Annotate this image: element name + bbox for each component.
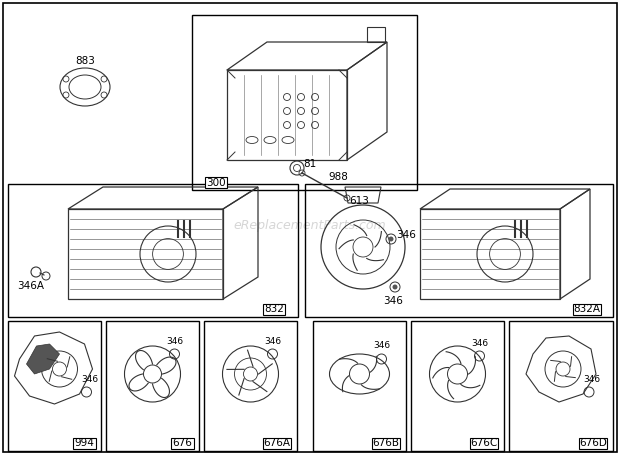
Text: 346: 346 xyxy=(383,296,403,306)
Bar xyxy=(106,321,199,451)
Bar xyxy=(579,438,607,449)
Circle shape xyxy=(392,284,397,289)
Circle shape xyxy=(389,237,394,242)
Bar xyxy=(263,438,291,449)
Bar xyxy=(573,304,601,315)
Text: 994: 994 xyxy=(74,439,94,449)
Polygon shape xyxy=(27,344,60,374)
Bar xyxy=(411,321,504,451)
Text: 346: 346 xyxy=(264,337,281,345)
Text: 346: 346 xyxy=(373,342,390,350)
Text: 346: 346 xyxy=(583,374,601,384)
Bar xyxy=(205,177,228,188)
Text: 676B: 676B xyxy=(373,439,399,449)
Bar xyxy=(372,438,400,449)
Text: eReplacementParts.com: eReplacementParts.com xyxy=(234,218,386,232)
Text: 832A: 832A xyxy=(574,304,601,314)
Text: 81: 81 xyxy=(303,159,317,169)
Text: 676C: 676C xyxy=(471,439,498,449)
Text: 676: 676 xyxy=(172,439,192,449)
Text: 346: 346 xyxy=(166,337,183,345)
Bar xyxy=(73,438,95,449)
Text: 300: 300 xyxy=(206,177,226,187)
Bar xyxy=(509,321,613,451)
Text: 883: 883 xyxy=(75,56,95,66)
Bar xyxy=(171,438,193,449)
Text: 832: 832 xyxy=(264,304,284,314)
Text: 346: 346 xyxy=(81,375,98,384)
Bar xyxy=(470,438,498,449)
Text: 676A: 676A xyxy=(264,439,291,449)
Text: 676D: 676D xyxy=(579,439,607,449)
Text: 988: 988 xyxy=(328,172,348,182)
Text: 346: 346 xyxy=(471,339,488,348)
Bar xyxy=(192,15,417,190)
Text: 346: 346 xyxy=(396,230,416,240)
Bar xyxy=(8,184,298,317)
Bar xyxy=(305,184,613,317)
Text: 613: 613 xyxy=(349,196,369,206)
Bar xyxy=(8,321,101,451)
Bar xyxy=(263,304,285,315)
Bar xyxy=(313,321,406,451)
Bar xyxy=(204,321,297,451)
Text: 346A: 346A xyxy=(17,281,45,291)
